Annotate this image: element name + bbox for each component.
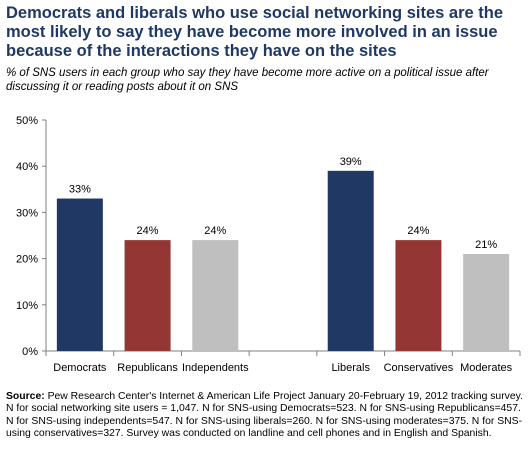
y-tick-label: 20% bbox=[16, 254, 38, 266]
bar-conservatives bbox=[395, 240, 442, 351]
y-axis: 0% 10% 20% 30% 40% 50% bbox=[16, 115, 47, 358]
source-text: Pew Research Center's Internet & America… bbox=[6, 391, 523, 440]
chart-subtitle: % of SNS users in each group who say the… bbox=[6, 67, 489, 93]
data-label: 39% bbox=[340, 156, 362, 168]
category-label: Liberals bbox=[331, 362, 370, 374]
bar-democrats bbox=[56, 198, 103, 351]
data-label: 33% bbox=[69, 184, 91, 196]
bar-liberals bbox=[327, 170, 374, 351]
data-label: 24% bbox=[407, 225, 429, 237]
source-note: Source: Pew Research Center's Internet &… bbox=[6, 391, 526, 441]
source-label: Source: bbox=[6, 391, 45, 402]
category-label: Moderates bbox=[460, 362, 512, 374]
y-tick-label: 40% bbox=[16, 161, 38, 173]
bar-republicans bbox=[124, 240, 171, 351]
y-tick-label: 30% bbox=[16, 207, 38, 219]
bars bbox=[56, 170, 510, 351]
category-label: Conservatives bbox=[384, 362, 454, 374]
y-tick-label: 50% bbox=[16, 115, 38, 127]
bar-independents bbox=[192, 240, 239, 351]
category-label: Independents bbox=[182, 362, 249, 374]
data-label: 21% bbox=[475, 239, 497, 251]
chart-title: Democrats and liberals who use social ne… bbox=[6, 4, 503, 60]
category-label: Democrats bbox=[53, 362, 107, 374]
data-labels: 33% 24% 24% 39% 24% 21% bbox=[69, 156, 498, 251]
x-axis bbox=[45, 350, 521, 356]
data-label: 24% bbox=[204, 225, 226, 237]
category-label: Republicans bbox=[117, 362, 178, 374]
bar-chart: 0% 10% 20% 30% 40% 50% 33% 24% 24% 39% 24% 21% Dem… bbox=[16, 115, 521, 374]
bar-moderates bbox=[463, 253, 510, 351]
data-label: 24% bbox=[137, 225, 159, 237]
y-tick-label: 10% bbox=[16, 300, 38, 312]
y-tick-label: 0% bbox=[22, 346, 38, 358]
category-labels: Democrats Republicans Independents Liberals… bbox=[53, 362, 512, 374]
